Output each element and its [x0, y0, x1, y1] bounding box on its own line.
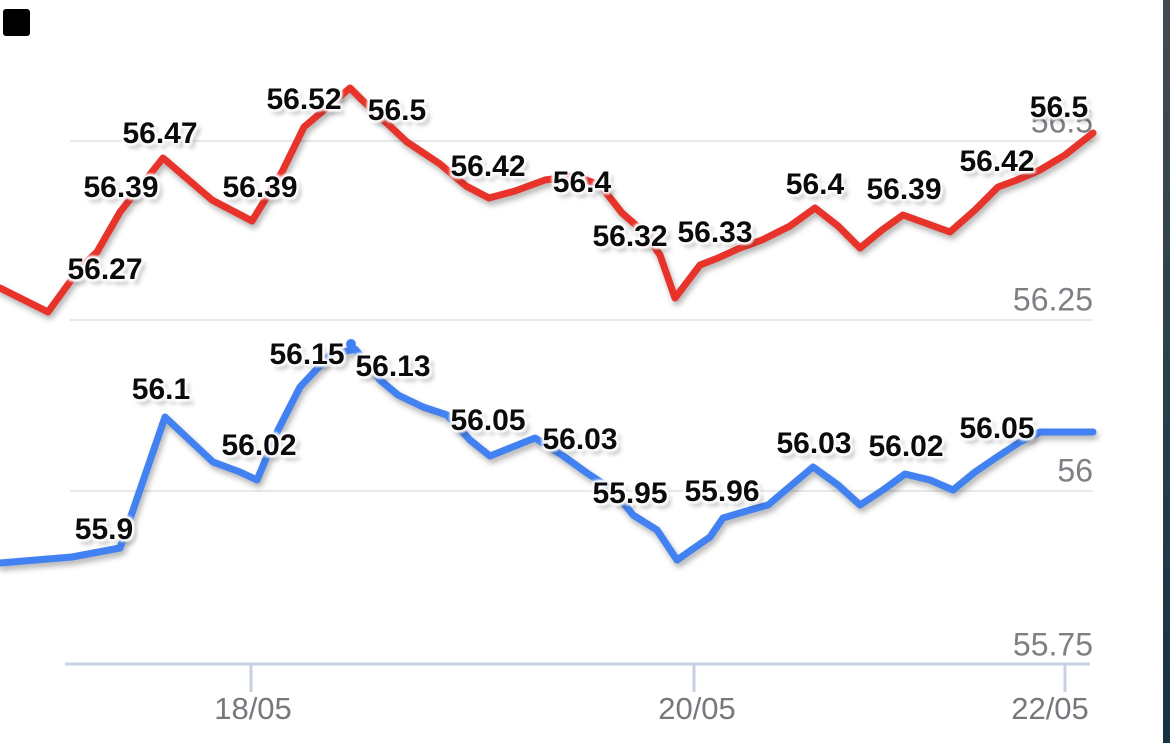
blue-series-line[interactable]	[0, 345, 1097, 567]
top-left-black-mark	[3, 9, 30, 36]
blue-series-point-marker[interactable]	[346, 339, 356, 349]
red-series-line[interactable]	[0, 84, 1097, 316]
right-edge-panel	[1163, 0, 1170, 743]
